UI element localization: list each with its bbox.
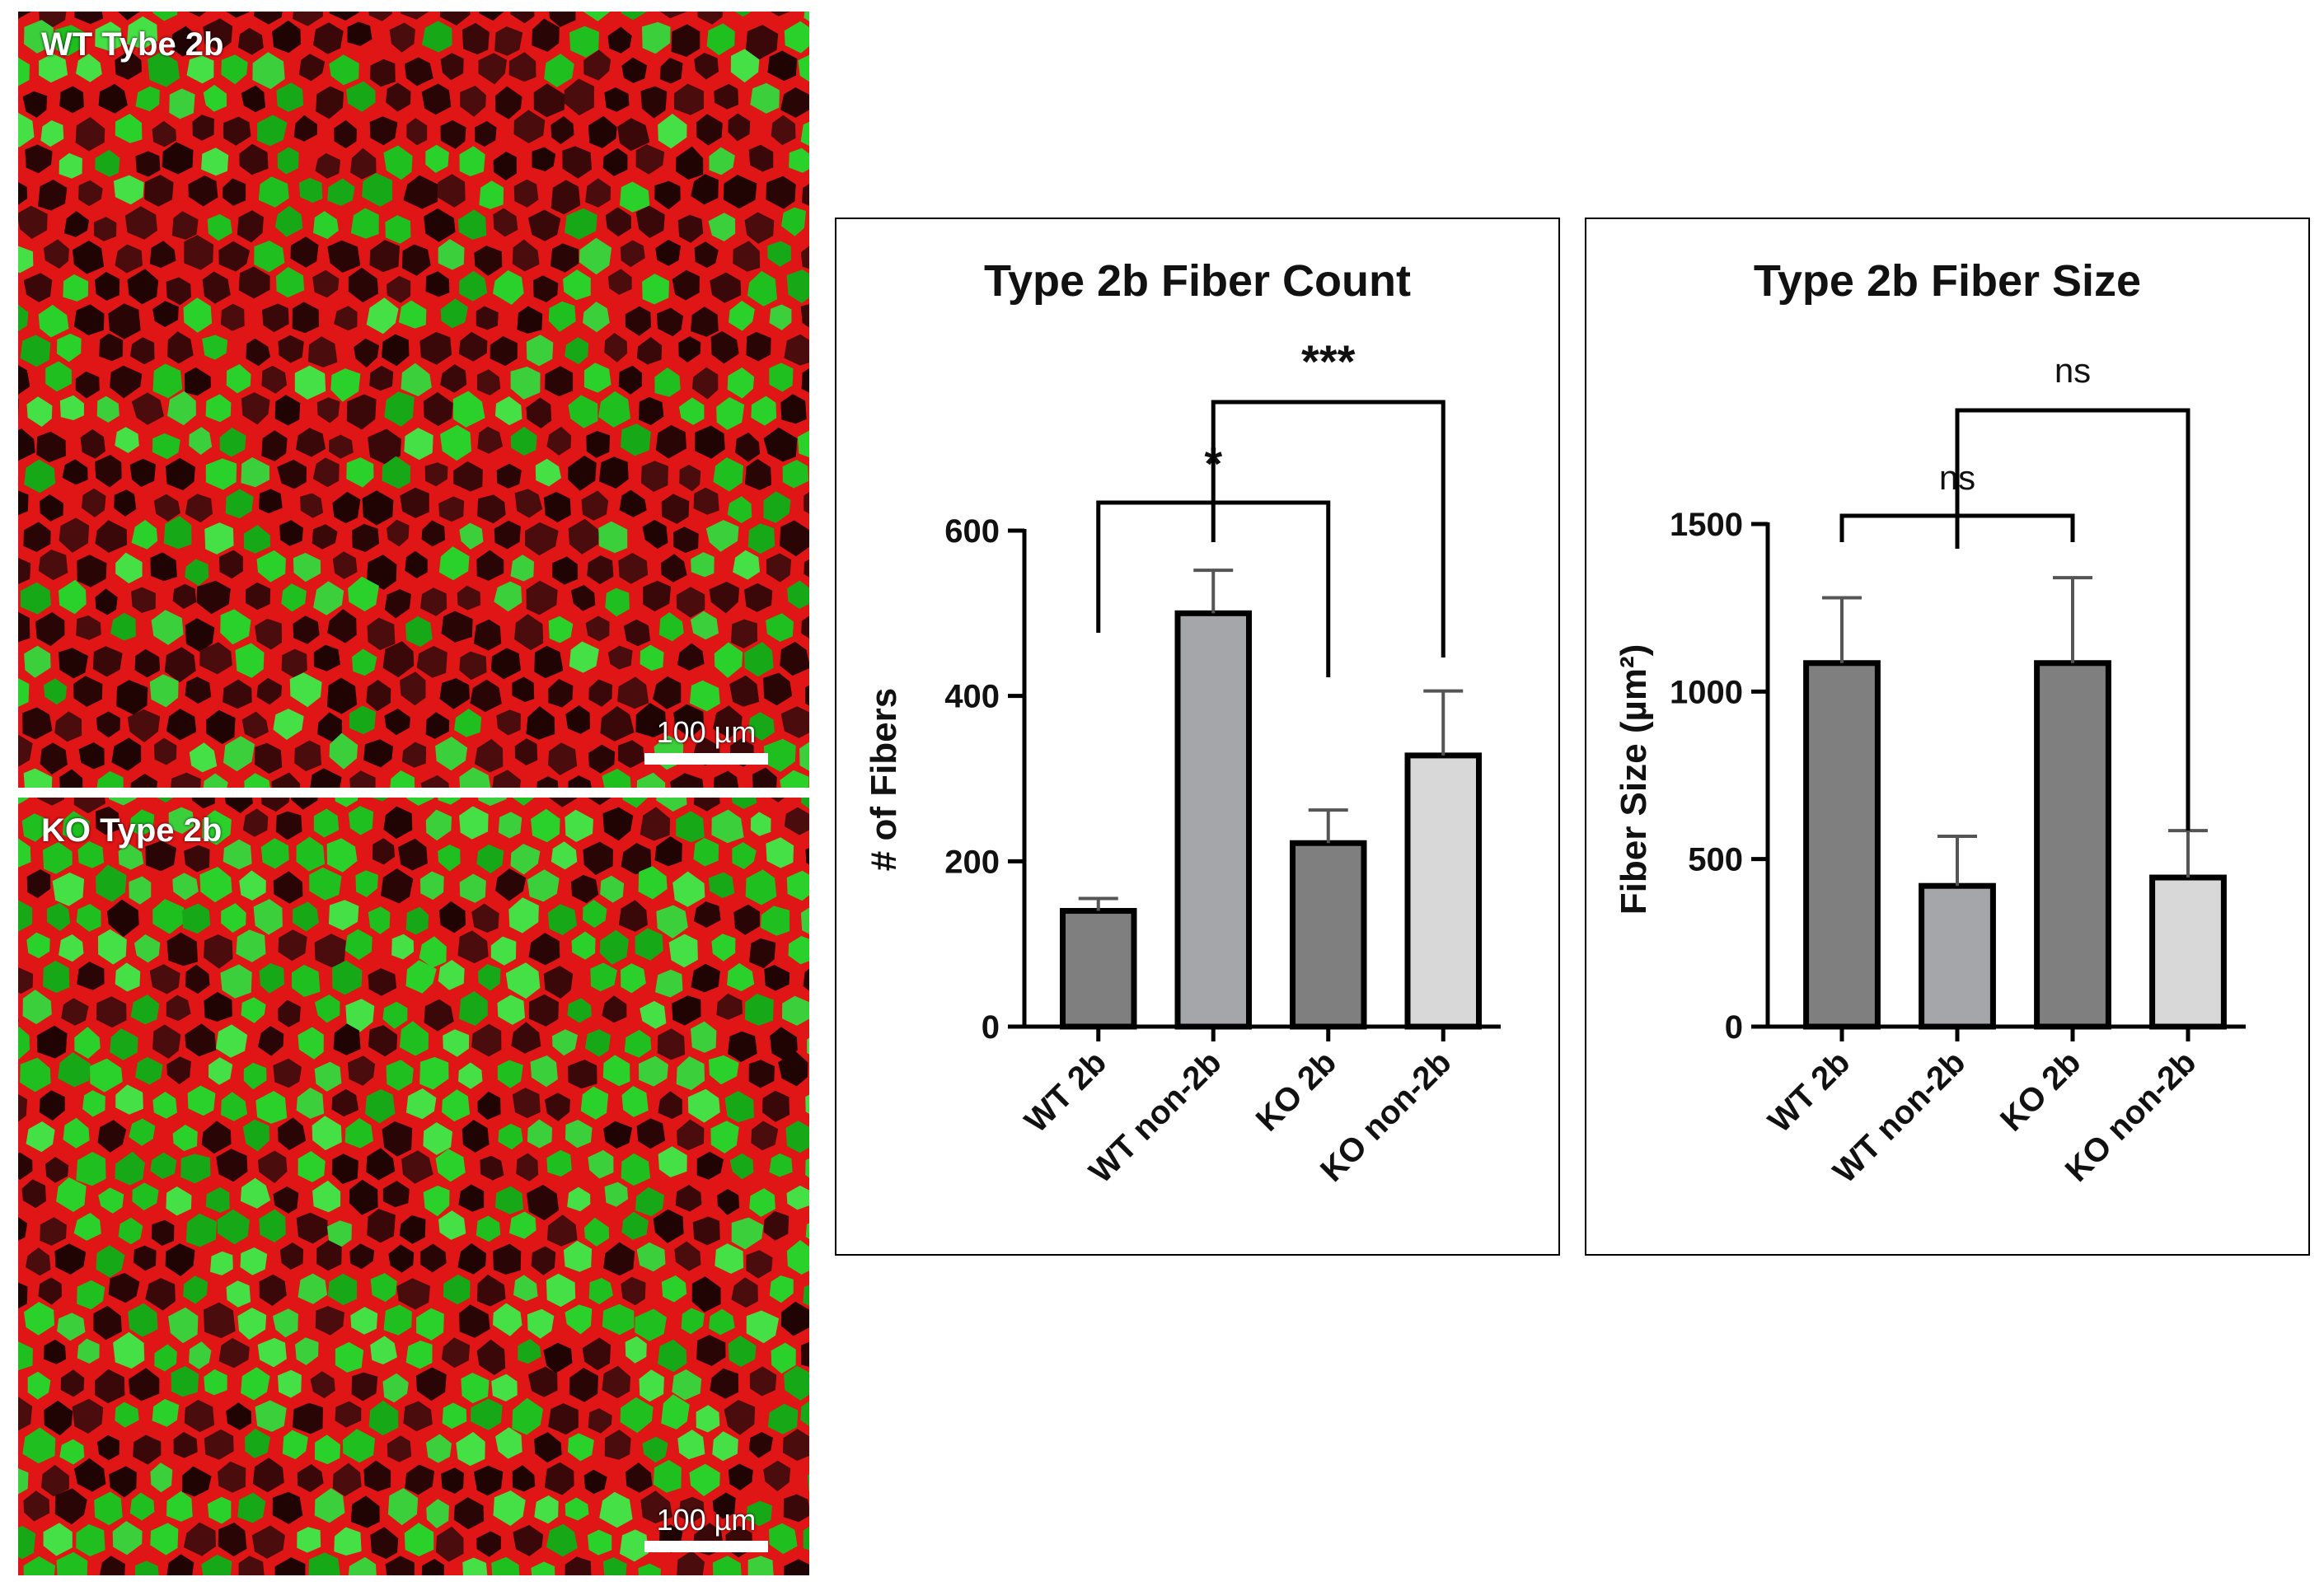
micrograph-label: WT Tybe 2b	[41, 26, 224, 63]
x-tick-label: KO 2b	[1994, 1044, 2087, 1138]
bar	[1290, 840, 1367, 1030]
y-tick-label: 600	[944, 513, 1000, 550]
y-axis-label: # of Fibers	[864, 688, 904, 872]
bar	[1174, 610, 1252, 1030]
bar	[1919, 882, 1996, 1030]
y-tick-label: 1500	[1670, 507, 1743, 543]
y-tick-label: 500	[1688, 842, 1743, 878]
micrograph-ko: KO Type 2b 100 µm	[18, 798, 809, 1575]
bar	[2149, 874, 2227, 1030]
bar	[1803, 660, 1881, 1030]
y-axis-label: Fiber Size (µm²)	[1614, 644, 1654, 915]
scale-bar: 100 µm	[644, 715, 768, 765]
significance-label: ns	[2055, 351, 2091, 390]
scale-bar-line	[644, 1541, 768, 1552]
scale-bar: 100 µm	[644, 1503, 768, 1552]
x-tick-label: WT 2b	[1018, 1044, 1113, 1139]
micrograph-wt: WT Tybe 2b 100 µm	[18, 12, 809, 788]
x-tick-label: WT 2b	[1761, 1044, 1857, 1139]
chart-title: Type 2b Fiber Count	[983, 256, 1411, 306]
micrograph-image	[18, 12, 809, 788]
chart-panel-fiber-size: Type 2b Fiber Size 0 500 1000 1500 Fiber Siz…	[1585, 218, 2310, 1256]
significance-bracket: ***	[1211, 335, 1445, 657]
y-tick-label: 0	[982, 1009, 1000, 1046]
micrograph-label: KO Type 2b	[41, 812, 223, 849]
y-tick-label: 0	[1725, 1009, 1743, 1046]
significance-bracket: ns	[1955, 351, 2190, 831]
y-tick-label: 400	[944, 679, 1000, 715]
scale-bar-line	[644, 753, 768, 765]
x-tick-label: KO 2b	[1249, 1044, 1343, 1138]
bar	[2034, 660, 2111, 1030]
chart-title: Type 2b Fiber Size	[1753, 256, 2142, 306]
scale-bar-label: 100 µm	[656, 1503, 757, 1537]
bar	[1404, 752, 1482, 1030]
y-tick-label: 200	[944, 844, 1000, 880]
bar	[1060, 908, 1137, 1030]
chart-panel-fiber-count: Type 2b Fiber Count 0 200 400 600 # of Fiber…	[835, 218, 1560, 1256]
y-tick-label: 1000	[1670, 674, 1743, 710]
micrograph-image	[18, 798, 809, 1575]
significance-label: ***	[1301, 335, 1356, 387]
scale-bar-label: 100 µm	[656, 715, 757, 749]
